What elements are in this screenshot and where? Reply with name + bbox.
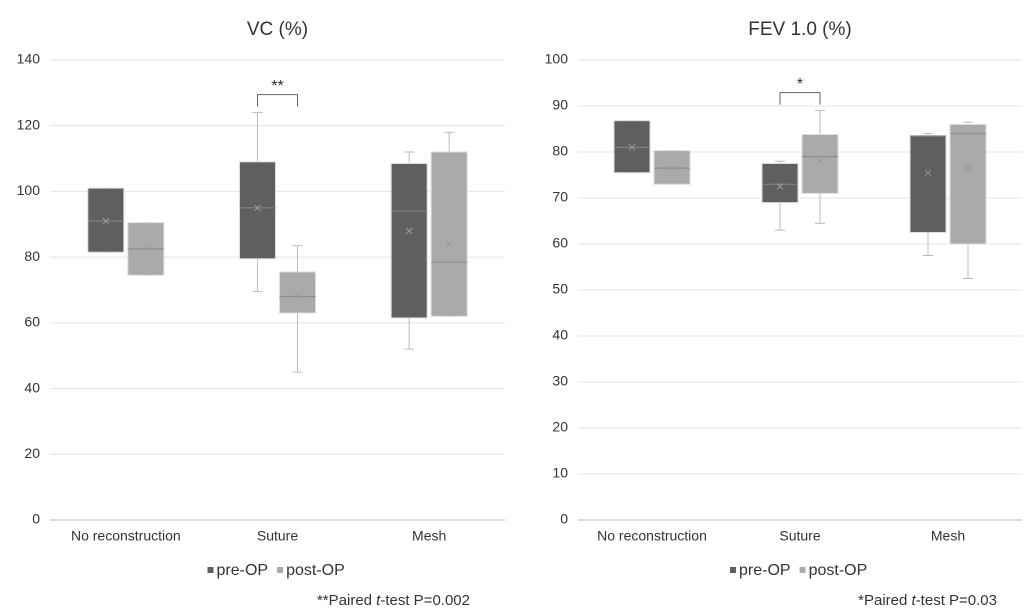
y-tick-label: 140 bbox=[17, 51, 41, 67]
legend-label: pre-OP bbox=[739, 562, 791, 579]
y-tick-label: 60 bbox=[552, 235, 568, 251]
mean-stroke bbox=[628, 144, 636, 151]
y-tick-label: 100 bbox=[17, 182, 41, 198]
significance-label: * bbox=[797, 76, 803, 93]
y-tick-label: 10 bbox=[552, 465, 568, 481]
y-tick-label: 40 bbox=[552, 327, 568, 343]
mean-stroke bbox=[445, 240, 453, 248]
y-tick-label: 60 bbox=[24, 314, 40, 330]
footnote: **Paired t-test P=0.002 bbox=[317, 592, 470, 609]
x-tick-label: No reconstruction bbox=[597, 528, 707, 544]
x-tick-label: No reconstruction bbox=[71, 528, 181, 544]
footnote-suffix: -test P=0.03 bbox=[916, 592, 997, 609]
legend-label: post-OP bbox=[286, 562, 345, 579]
mean-marker bbox=[776, 183, 784, 190]
y-tick-label: 80 bbox=[552, 143, 568, 159]
y-tick-label: 20 bbox=[552, 419, 568, 435]
footnote-suffix: -test P=0.002 bbox=[380, 592, 470, 609]
mean-stroke bbox=[142, 245, 150, 253]
footnote: *Paired t-test P=0.03 bbox=[858, 592, 997, 609]
legend-swatch bbox=[799, 567, 806, 573]
box bbox=[761, 163, 799, 204]
legend-swatch bbox=[207, 567, 214, 573]
x-tick-label: Mesh bbox=[412, 528, 446, 544]
significance-bracket bbox=[779, 92, 821, 105]
mean-stroke bbox=[102, 217, 110, 225]
box bbox=[87, 187, 125, 253]
mean-marker bbox=[964, 164, 972, 172]
legend-label: pre-OP bbox=[217, 562, 269, 579]
x-tick-label: Mesh bbox=[931, 528, 965, 544]
footnote-italic: t bbox=[912, 592, 917, 609]
box bbox=[801, 134, 839, 194]
mean-marker bbox=[445, 240, 453, 248]
chart-title: VC (%) bbox=[247, 19, 308, 40]
box bbox=[390, 163, 428, 319]
footnote-italic: t bbox=[376, 592, 381, 609]
chart-title: FEV 1.0 (%) bbox=[748, 19, 851, 40]
mean-marker bbox=[142, 245, 150, 253]
legend-swatch bbox=[277, 567, 284, 573]
y-tick-label: 30 bbox=[552, 373, 568, 389]
box bbox=[430, 151, 468, 317]
box bbox=[239, 161, 276, 260]
mean-stroke bbox=[294, 293, 301, 300]
y-tick-label: 0 bbox=[560, 511, 568, 527]
mean-stroke bbox=[776, 183, 784, 190]
y-tick-label: 50 bbox=[552, 281, 568, 297]
mean-stroke bbox=[668, 164, 676, 172]
y-tick-label: 90 bbox=[552, 97, 568, 113]
mean-stroke bbox=[816, 157, 824, 165]
significance-label: ** bbox=[271, 78, 283, 95]
legend-label: post-OP bbox=[809, 562, 868, 579]
significance-bracket bbox=[257, 94, 298, 107]
mean-marker bbox=[254, 204, 261, 212]
y-tick-label: 70 bbox=[552, 189, 568, 205]
footnote-prefix: **Paired bbox=[317, 592, 376, 609]
box bbox=[279, 271, 316, 314]
y-tick-label: 120 bbox=[17, 116, 41, 132]
mean-marker bbox=[628, 144, 636, 151]
footnote-prefix: *Paired bbox=[858, 592, 911, 609]
mean-marker bbox=[668, 164, 676, 172]
box bbox=[949, 123, 987, 245]
y-tick-label: 100 bbox=[545, 51, 569, 67]
mean-stroke bbox=[405, 227, 413, 235]
legend-swatch bbox=[730, 567, 736, 573]
mean-stroke bbox=[924, 169, 932, 177]
mean-marker bbox=[816, 157, 824, 165]
y-tick-label: 80 bbox=[24, 248, 40, 264]
mean-marker bbox=[294, 293, 301, 300]
y-tick-label: 40 bbox=[24, 379, 40, 395]
mean-marker bbox=[405, 227, 413, 235]
mean-stroke bbox=[964, 164, 972, 172]
x-tick-label: Suture bbox=[257, 528, 298, 544]
mean-marker bbox=[924, 169, 932, 177]
mean-marker bbox=[102, 217, 110, 225]
mean-stroke bbox=[254, 204, 261, 212]
y-tick-label: 20 bbox=[24, 445, 40, 461]
x-tick-label: Suture bbox=[779, 528, 820, 544]
y-tick-label: 0 bbox=[32, 511, 40, 527]
box bbox=[909, 135, 947, 233]
